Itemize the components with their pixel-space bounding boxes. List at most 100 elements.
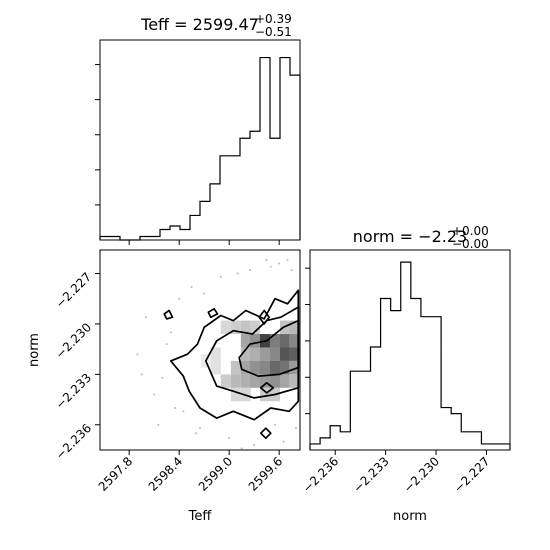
norm-title-sub: −0.00 bbox=[452, 237, 489, 251]
norm-title-value: norm = −2.23 bbox=[353, 227, 467, 246]
scatter-point bbox=[290, 269, 293, 272]
scatter-point bbox=[153, 393, 156, 396]
teff-histogram-bin bbox=[220, 156, 230, 240]
norm-xtick-label: −2.230 bbox=[401, 454, 442, 495]
teff-histogram-bin bbox=[270, 138, 280, 240]
density-cell bbox=[289, 320, 300, 335]
density-cell bbox=[270, 334, 280, 348]
density-cell bbox=[280, 334, 290, 348]
contour-outer bbox=[169, 289, 300, 421]
teff-histogram-bin bbox=[170, 226, 180, 240]
density-cell bbox=[260, 360, 270, 375]
teff-title-sub: −0.51 bbox=[255, 25, 292, 39]
teff-histogram-bin bbox=[190, 215, 200, 240]
teff-histogram-bin bbox=[240, 138, 250, 240]
density-cell bbox=[240, 347, 251, 361]
teff-norm-2d-panel: 2597.8 2598.4 2599.0 2599.6 −2.227 −2.230 −2.2… bbox=[27, 249, 301, 524]
y-axis-label-norm: norm bbox=[27, 333, 42, 367]
norm-histogram-bin bbox=[391, 311, 401, 450]
density-cell bbox=[250, 347, 260, 361]
density-cell bbox=[220, 374, 231, 388]
density-cell bbox=[280, 360, 290, 375]
teff-xtick-label: 2599.6 bbox=[246, 454, 286, 494]
norm-histogram-panel: norm = −2.23 +0.00 −0.00 bbox=[305, 224, 511, 451]
norm-histogram-bin bbox=[350, 371, 360, 450]
contour-spot-d bbox=[163, 309, 174, 320]
scatter-point bbox=[286, 259, 289, 262]
norm-ytick-label: −2.227 bbox=[53, 270, 94, 311]
density-cell bbox=[250, 334, 260, 348]
norm-histogram-bin bbox=[371, 347, 381, 450]
scatter-point bbox=[144, 316, 147, 319]
teff-xtick-label: 2599.0 bbox=[196, 454, 236, 494]
scatter-point bbox=[219, 275, 222, 278]
contour-spot-a bbox=[258, 309, 271, 325]
norm-histogram-bin bbox=[461, 432, 471, 450]
contour-spot-b bbox=[259, 381, 275, 394]
teff-xtick-label: 2597.8 bbox=[96, 454, 136, 494]
scatter-point bbox=[228, 437, 231, 440]
norm-histogram-bin bbox=[401, 262, 411, 450]
teff-title-sup: +0.39 bbox=[255, 12, 292, 26]
norm-histogram-xticks: −2.236 −2.233 −2.230 −2.227 bbox=[300, 450, 493, 496]
density-cell bbox=[260, 347, 270, 361]
norm-histogram-bin bbox=[330, 426, 340, 450]
scatter-point bbox=[190, 285, 193, 288]
density-cell bbox=[240, 334, 251, 348]
teff-histogram-ticks bbox=[95, 64, 280, 245]
density-cell bbox=[220, 320, 231, 335]
scatter-point bbox=[278, 262, 281, 265]
x-axis-label-teff: Teff bbox=[188, 509, 213, 524]
scatter-point bbox=[182, 410, 185, 413]
scatter-point bbox=[265, 259, 268, 262]
density-cells bbox=[200, 320, 300, 402]
density-cell bbox=[210, 347, 221, 361]
density-cell bbox=[280, 374, 290, 388]
contour-spot-e bbox=[259, 427, 272, 440]
teff-histogram-bin bbox=[290, 75, 300, 240]
norm-histogram-bin bbox=[471, 432, 481, 450]
norm-histogram-ticks bbox=[305, 267, 310, 415]
teff-xtick-label: 2598.4 bbox=[146, 454, 186, 494]
norm-histogram-bin bbox=[360, 371, 370, 450]
scatter-point bbox=[294, 427, 297, 430]
scatter-point bbox=[236, 272, 239, 275]
scatter-point bbox=[199, 427, 201, 430]
density-cell bbox=[250, 360, 260, 375]
scatter-point bbox=[157, 423, 160, 426]
density-cell bbox=[250, 320, 260, 335]
norm-ytick-label: −2.230 bbox=[53, 320, 94, 361]
scatter-point bbox=[240, 447, 243, 450]
norm-xtick-label: −2.233 bbox=[350, 454, 391, 495]
teff-histogram-bin bbox=[160, 229, 170, 240]
scatter-point bbox=[178, 297, 181, 300]
teff-histogram-bin bbox=[200, 201, 210, 240]
density-cell bbox=[250, 374, 260, 388]
density-cell bbox=[289, 374, 300, 388]
density-cell bbox=[270, 374, 280, 388]
contour-lines bbox=[163, 289, 300, 440]
density-cell bbox=[289, 360, 300, 375]
contour-middle bbox=[204, 306, 300, 399]
norm-xtick-label: −2.236 bbox=[300, 454, 341, 495]
norm-histogram-bin bbox=[421, 317, 431, 450]
teff-norm-2d-frame bbox=[99, 249, 301, 451]
norm-histogram-step-line bbox=[309, 261, 511, 450]
density-cell bbox=[230, 360, 241, 375]
teff-histogram-bin bbox=[260, 58, 270, 240]
norm-histogram-bin bbox=[492, 444, 510, 450]
density-cell bbox=[270, 347, 280, 361]
density-cell bbox=[230, 387, 241, 402]
teff-histogram-bin bbox=[250, 131, 260, 240]
contour-inner bbox=[238, 319, 300, 377]
norm-histogram-frame bbox=[309, 249, 511, 451]
norm-histogram-bin bbox=[411, 298, 421, 450]
scatter-point bbox=[174, 406, 176, 409]
scatter-point bbox=[194, 432, 197, 435]
teff-histogram-bin bbox=[280, 58, 290, 240]
norm-xtick-label: −2.227 bbox=[451, 454, 492, 495]
teff-histogram-bin bbox=[180, 229, 190, 240]
teff-title: Teff = 2599.47 bbox=[140, 15, 259, 34]
density-cell bbox=[240, 360, 251, 375]
